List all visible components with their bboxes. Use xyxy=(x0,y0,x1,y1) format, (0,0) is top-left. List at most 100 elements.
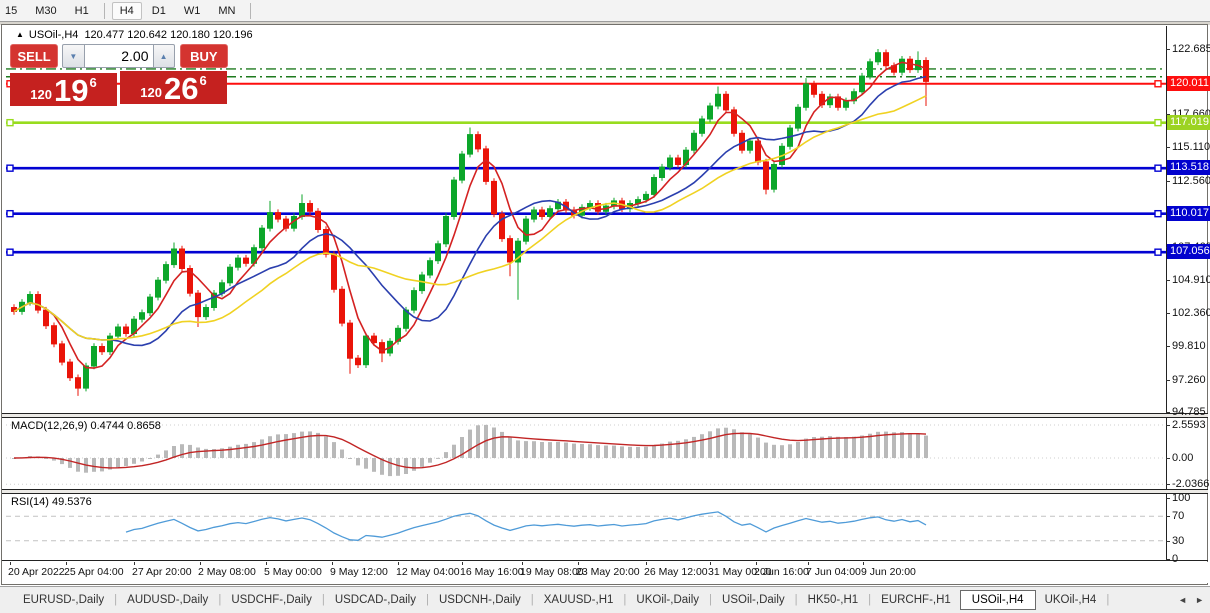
time-axis[interactable]: 20 Apr 2022 25 Apr 04:00 27 Apr 20:00 2 May… xyxy=(2,562,1208,583)
axis-tick xyxy=(1166,424,1170,426)
macd-bar xyxy=(692,436,696,458)
buy-button[interactable]: BUY xyxy=(179,44,228,68)
main-price-chart[interactable] xyxy=(6,26,1166,413)
tab-usdchf-daily[interactable]: USDCHF-,Daily xyxy=(231,594,312,606)
time-axis-label: 31 May 00:00 xyxy=(708,566,772,578)
candle-body xyxy=(707,105,713,120)
tab-eurusd-daily[interactable]: EURUSD-,Daily xyxy=(23,594,105,606)
macd-indicator-panel[interactable] xyxy=(6,418,1166,489)
panel-divider-line xyxy=(2,493,1208,494)
macd-bar xyxy=(428,458,432,463)
macd-axis-label: -2.0366 xyxy=(1172,478,1210,491)
line-end-marker xyxy=(6,164,14,172)
candle-body xyxy=(699,118,705,134)
rsi-panel-splitter[interactable] xyxy=(2,490,1208,493)
tab-scroll-right-icon[interactable]: ► xyxy=(1195,595,1204,605)
candle-body xyxy=(363,335,369,366)
macd-bar xyxy=(260,439,264,458)
tab-usdcnh-daily[interactable]: USDCNH-,Daily xyxy=(438,594,521,606)
tab-usdcad-daily[interactable]: USDCAD-,Daily xyxy=(334,594,416,606)
macd-bar xyxy=(108,458,112,470)
timeframe-button-d1[interactable]: D1 xyxy=(151,4,166,17)
timeframe-button-mn[interactable]: MN xyxy=(218,4,236,17)
candle-body xyxy=(155,279,161,298)
candle-body xyxy=(275,212,281,220)
collapse-triangle-icon[interactable]: ▲ xyxy=(16,30,24,39)
tab-usoil-daily[interactable]: USOil-,Daily xyxy=(722,594,785,606)
time-axis-label: 2 Jun 16:00 xyxy=(754,566,809,578)
macd-bar xyxy=(132,458,136,464)
timeframe-toolbar: 15 M30 H1 H4 D1 W1 MN xyxy=(0,0,1210,22)
candle-body xyxy=(323,229,329,255)
timeframe-button-h4[interactable]: H4 xyxy=(111,1,142,20)
timeframe-button-h1[interactable]: H1 xyxy=(74,4,89,17)
macd-signal-line xyxy=(13,432,927,469)
macd-bar xyxy=(196,447,200,458)
tab-eurchf-h1[interactable]: EURCHF-,H1 xyxy=(881,594,951,606)
tab-separator: | xyxy=(623,594,627,606)
macd-bar xyxy=(588,444,592,458)
macd-bar xyxy=(148,458,152,459)
tab-xauusd-h1[interactable]: XAUUSD-,H1 xyxy=(543,594,614,606)
line-end-marker xyxy=(6,248,14,256)
rsi-indicator-panel[interactable] xyxy=(6,494,1166,560)
macd-bar xyxy=(452,444,456,458)
ma-line-13 xyxy=(13,75,927,347)
macd-bar xyxy=(772,444,776,458)
tab-usoil-h4[interactable]: USOil-,H4 xyxy=(959,590,1036,610)
buy-price-box[interactable]: 120 26 6 xyxy=(120,71,227,104)
macd-panel-splitter[interactable] xyxy=(2,414,1208,417)
price-axis-label: 115.110 xyxy=(1172,141,1210,154)
candle-body xyxy=(339,288,345,324)
candle-body xyxy=(691,132,697,151)
panel-divider-line xyxy=(2,417,1208,418)
tab-hk50-h1[interactable]: HK50-,H1 xyxy=(807,594,859,606)
rsi-axis-label: 30 xyxy=(1172,534,1185,547)
timeframe-button-w1[interactable]: W1 xyxy=(183,4,201,17)
tab-separator: | xyxy=(709,594,713,606)
candle-body xyxy=(867,61,873,77)
one-click-trade-widget: SELL ▼ ▲ BUY 120 19 6 120 26 6 xyxy=(10,44,228,106)
tab-ukoil-h4[interactable]: UKOil-,H4 xyxy=(1044,594,1097,606)
macd-bar xyxy=(348,458,352,459)
macd-bar xyxy=(548,442,552,458)
sell-price-box[interactable]: 120 19 6 xyxy=(10,71,117,106)
tab-scroll-left-icon[interactable]: ◄ xyxy=(1178,595,1188,605)
macd-bar xyxy=(380,458,384,475)
macd-bar xyxy=(828,436,832,458)
time-axis-label: 12 May 04:00 xyxy=(396,566,460,578)
time-axis-label: 19 May 08:00 xyxy=(520,566,584,578)
macd-bar xyxy=(820,436,824,458)
candle-body xyxy=(115,326,121,337)
axis-tick xyxy=(1166,498,1170,499)
macd-bar xyxy=(324,436,328,458)
macd-bar xyxy=(516,440,520,458)
price-axis-label: 99.810 xyxy=(1172,340,1206,353)
timeframe-button-m30[interactable]: M30 xyxy=(35,4,57,17)
candle-body xyxy=(315,210,321,231)
line-end-marker xyxy=(1154,80,1162,88)
macd-bar xyxy=(164,450,168,458)
macd-bar xyxy=(300,431,304,458)
time-axis-label: 9 May 12:00 xyxy=(330,566,388,578)
macd-bar xyxy=(236,444,240,458)
macd-bar xyxy=(628,446,632,458)
macd-bar xyxy=(868,433,872,458)
macd-bar xyxy=(492,427,496,458)
quantity-increase-button[interactable]: ▲ xyxy=(152,44,175,68)
macd-label: MACD(12,26,9) 0.4744 0.8658 xyxy=(11,420,161,432)
macd-bar xyxy=(204,448,208,458)
macd-bar xyxy=(764,442,768,458)
quantity-decrease-button[interactable]: ▼ xyxy=(62,44,85,68)
sell-button[interactable]: SELL xyxy=(10,44,59,68)
candle-body xyxy=(475,134,481,150)
macd-bar xyxy=(100,458,104,472)
quantity-input[interactable] xyxy=(84,44,153,68)
time-axis-label: 7 Jun 04:00 xyxy=(806,566,861,578)
macd-bar xyxy=(804,438,808,458)
tab-audusd-daily[interactable]: AUDUSD-,Daily xyxy=(127,594,209,606)
tab-ukoil-daily[interactable]: UKOil-,Daily xyxy=(636,594,700,606)
timeframe-button-15[interactable]: 15 xyxy=(5,4,18,17)
macd-bar xyxy=(268,436,272,458)
candle-body xyxy=(267,212,273,229)
